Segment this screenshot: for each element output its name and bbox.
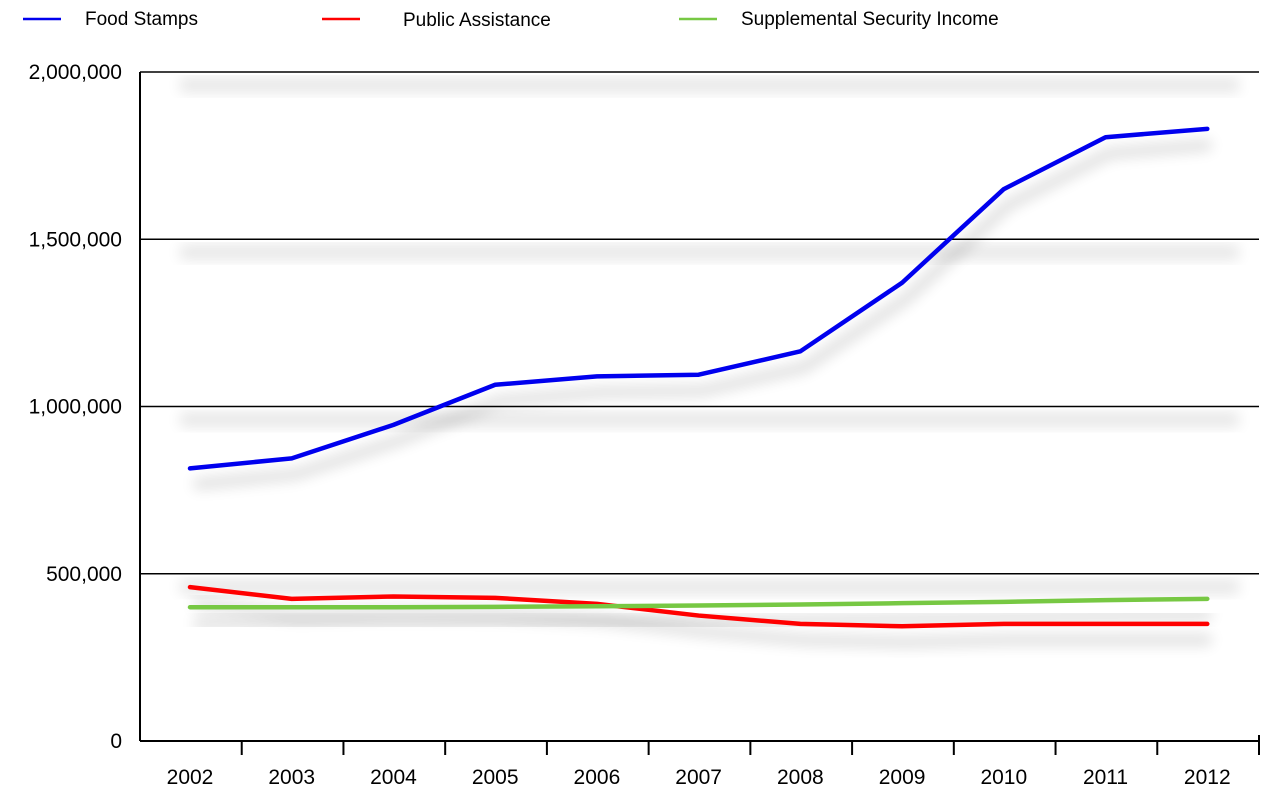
decorative-shadows xyxy=(180,78,1239,648)
series-line-2 xyxy=(187,596,1210,610)
x-tick-label: 2006 xyxy=(574,766,621,789)
y-tick-label: 1,500,000 xyxy=(29,228,122,251)
x-tick-label: 2012 xyxy=(1184,766,1231,789)
series-shadow xyxy=(193,598,1212,648)
x-tick-label: 2011 xyxy=(1083,766,1128,789)
grid-shadow xyxy=(180,78,1239,92)
legend: Food Stamps Public Assistance Supplemental… xyxy=(23,9,999,31)
x-tick-label: 2004 xyxy=(370,766,417,789)
series-shadow xyxy=(193,139,1212,490)
series-shadow xyxy=(194,609,1212,629)
x-tick-label: 2009 xyxy=(879,766,926,789)
x-tick-label: 2010 xyxy=(980,766,1027,789)
grid-shadow xyxy=(180,245,1239,260)
x-tick-label: 2003 xyxy=(268,766,315,789)
y-tick-label: 2,000,000 xyxy=(29,61,122,84)
y-axis-ticks: 0 500,000 1,000,000 1,500,000 2,000,000 xyxy=(29,61,122,753)
grid-shadow xyxy=(180,412,1239,427)
x-tick-label: 2008 xyxy=(777,766,824,789)
grid-lines xyxy=(140,71,1259,575)
x-axis-ticks: 2002 2003 2004 2005 2006 2007 2008 2009 2010 2011… xyxy=(167,741,1231,789)
y-tick-label: 500,000 xyxy=(46,563,122,586)
y-tick-label: 1,000,000 xyxy=(29,396,122,419)
y-tick-label: 0 xyxy=(110,730,122,753)
legend-label: Public Assistance xyxy=(403,10,551,31)
axes xyxy=(139,72,1260,755)
series-lines xyxy=(187,126,1210,629)
grid-shadow xyxy=(180,579,1239,594)
legend-label: Food Stamps xyxy=(85,9,198,30)
legend-label: Supplemental Security Income xyxy=(741,9,999,30)
x-tick-label: 2007 xyxy=(675,766,722,789)
x-tick-label: 2002 xyxy=(167,766,214,789)
x-tick-label: 2005 xyxy=(472,766,519,789)
